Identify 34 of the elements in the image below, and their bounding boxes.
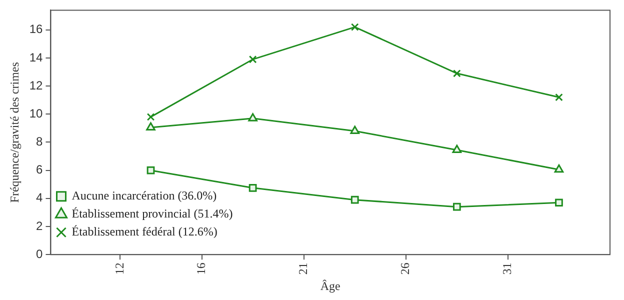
legend-label: Établissement fédéral (12.6%) (72, 224, 218, 239)
y-tick-label: 12 (29, 78, 44, 92)
y-tick-label: 2 (36, 218, 44, 233)
y-axis-title: Fréquence/gravité des crimes (7, 62, 22, 203)
point (146, 122, 156, 130)
point (248, 113, 258, 122)
y-tick-label: 0 (36, 246, 44, 261)
point (146, 166, 155, 174)
x-tick-label: 21 (296, 262, 310, 275)
point (146, 113, 155, 121)
y-tick-label: 10 (29, 106, 44, 120)
x-tick-label: 16 (194, 262, 208, 275)
x-tick-label: 12 (112, 262, 126, 275)
y-tick-label: 4 (36, 190, 44, 205)
point (554, 164, 564, 173)
y-tick-label: 6 (36, 162, 44, 177)
point (248, 184, 257, 192)
legend-label: Aucune incarcération (36.0%) (72, 188, 217, 203)
y-tick-label: 8 (36, 134, 44, 149)
y-tick-label: 14 (29, 50, 44, 64)
x-axis-title: Âge (320, 278, 340, 293)
point (452, 144, 462, 153)
point (350, 23, 359, 31)
point (555, 198, 563, 207)
y-tick-label: 16 (29, 22, 44, 36)
point (555, 93, 563, 102)
point (452, 69, 461, 78)
point (248, 55, 257, 64)
legend-label: Établissement provincial (51.4%) (72, 206, 233, 221)
point (452, 202, 461, 211)
point (350, 126, 360, 134)
point (350, 196, 359, 204)
x-tick-label: 26 (398, 262, 412, 275)
x-tick-label: 31 (500, 262, 514, 275)
